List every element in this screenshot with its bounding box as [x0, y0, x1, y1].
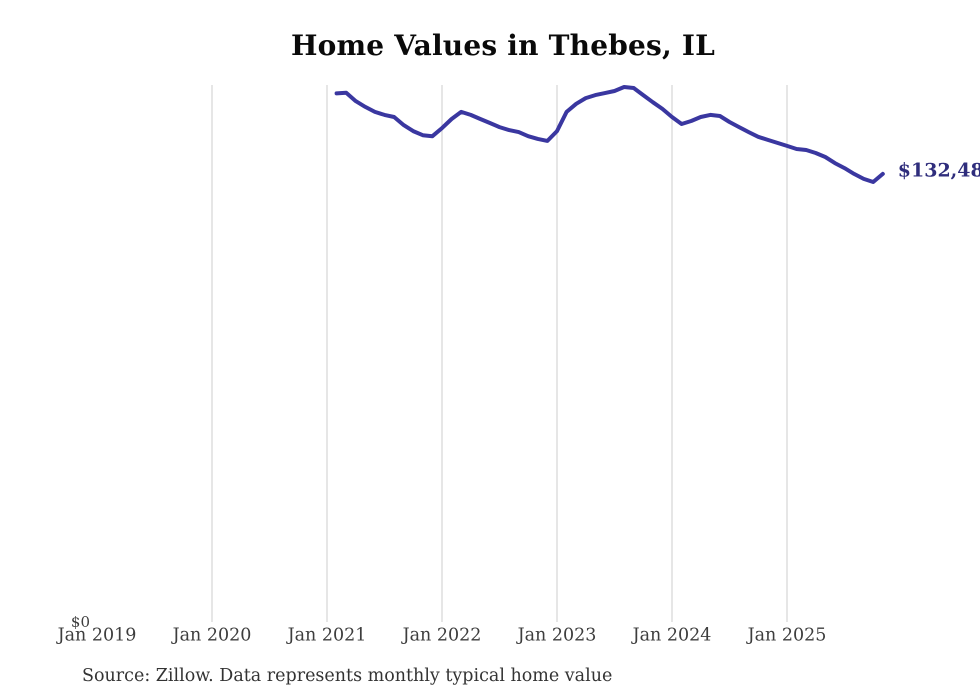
x-tick-label: Jan 2024: [631, 626, 712, 646]
end-value-label: $132,481: [898, 159, 980, 181]
x-tick-label: Jan 2023: [516, 626, 597, 646]
x-tick-label: Jan 2022: [401, 626, 482, 646]
source-note: Source: Zillow. Data represents monthly …: [82, 666, 613, 686]
home-value-series-line: [334, 85, 885, 184]
x-tick-label: Jan 2021: [286, 626, 367, 646]
y-axis-zero-label: $0: [71, 613, 90, 631]
chart-title: Home Values in Thebes, IL: [290, 29, 716, 62]
x-tick-label: Jan 2019: [56, 626, 137, 646]
x-tick-label: Jan 2025: [746, 626, 827, 646]
x-tick-label: Jan 2020: [171, 626, 252, 646]
